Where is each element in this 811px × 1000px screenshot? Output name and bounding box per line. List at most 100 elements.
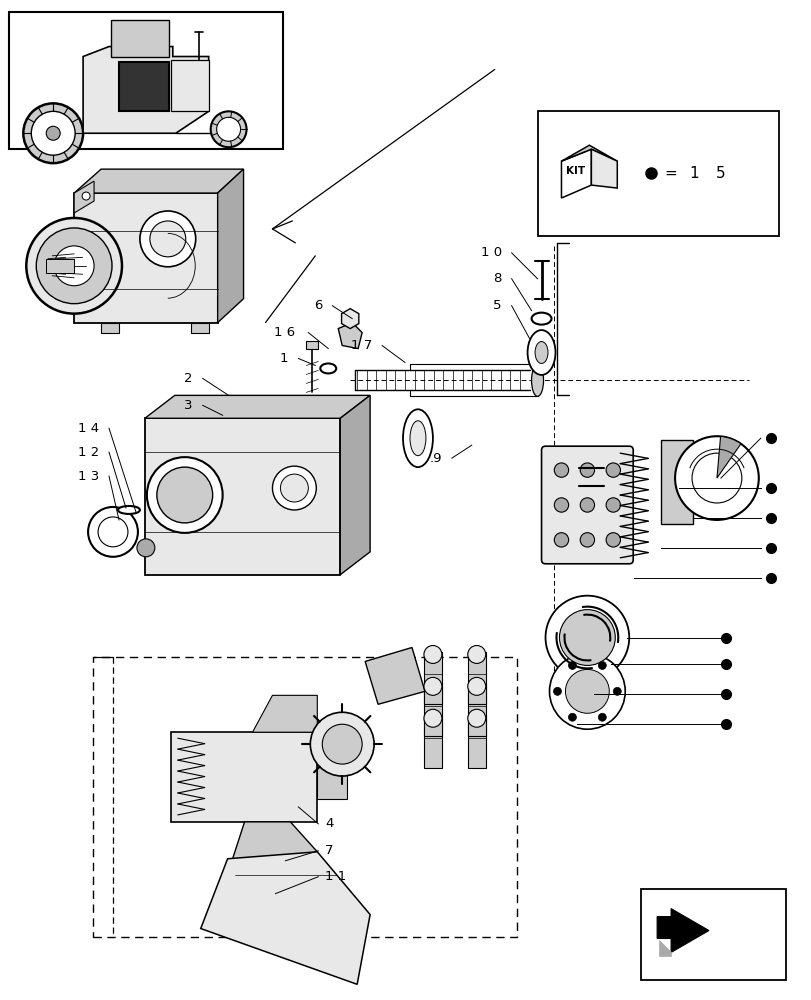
Bar bbox=[467, 716, 485, 768]
Circle shape bbox=[559, 610, 615, 665]
Text: 1 6: 1 6 bbox=[274, 326, 295, 339]
Circle shape bbox=[310, 712, 374, 776]
Circle shape bbox=[549, 653, 624, 729]
Bar bbox=[10, 12, 283, 149]
Polygon shape bbox=[252, 695, 317, 732]
Text: 3: 3 bbox=[184, 399, 192, 412]
Circle shape bbox=[46, 126, 60, 140]
Circle shape bbox=[26, 218, 122, 314]
Bar bbox=[660, 440, 692, 524]
Ellipse shape bbox=[410, 421, 426, 456]
Circle shape bbox=[554, 463, 568, 477]
Circle shape bbox=[580, 498, 594, 512]
Circle shape bbox=[612, 687, 620, 695]
Polygon shape bbox=[74, 169, 243, 193]
Circle shape bbox=[217, 117, 240, 141]
Text: 2: 2 bbox=[184, 372, 192, 385]
Polygon shape bbox=[170, 732, 317, 822]
Ellipse shape bbox=[527, 330, 555, 375]
Polygon shape bbox=[200, 852, 370, 984]
Polygon shape bbox=[83, 47, 208, 133]
Circle shape bbox=[32, 111, 75, 155]
Polygon shape bbox=[144, 418, 340, 575]
Circle shape bbox=[272, 466, 316, 510]
Text: 1 4: 1 4 bbox=[78, 422, 99, 435]
Text: 1 2: 1 2 bbox=[78, 446, 99, 459]
Circle shape bbox=[605, 498, 620, 512]
Circle shape bbox=[54, 246, 94, 286]
Circle shape bbox=[36, 228, 112, 304]
Text: 6: 6 bbox=[314, 299, 322, 312]
Text: .9: .9 bbox=[429, 452, 441, 465]
Circle shape bbox=[554, 498, 568, 512]
Text: 4: 4 bbox=[325, 817, 333, 830]
Polygon shape bbox=[74, 181, 94, 213]
Text: 1 3: 1 3 bbox=[78, 470, 99, 483]
Circle shape bbox=[423, 677, 441, 695]
Circle shape bbox=[580, 533, 594, 547]
Circle shape bbox=[150, 221, 186, 257]
Polygon shape bbox=[101, 323, 119, 333]
Bar bbox=[467, 652, 485, 704]
Circle shape bbox=[147, 457, 222, 533]
Ellipse shape bbox=[534, 342, 547, 363]
Circle shape bbox=[553, 687, 560, 695]
Circle shape bbox=[568, 713, 576, 721]
Circle shape bbox=[564, 669, 608, 713]
Circle shape bbox=[88, 507, 138, 557]
Text: 7: 7 bbox=[325, 844, 333, 857]
Bar bbox=[467, 684, 485, 736]
Polygon shape bbox=[560, 149, 590, 198]
Circle shape bbox=[554, 533, 568, 547]
Text: 1: 1 bbox=[280, 352, 288, 365]
Circle shape bbox=[82, 192, 90, 200]
Bar bbox=[46, 259, 74, 273]
Circle shape bbox=[691, 453, 741, 503]
Bar bbox=[423, 716, 441, 768]
Ellipse shape bbox=[320, 363, 336, 373]
Polygon shape bbox=[590, 149, 616, 188]
Text: 5: 5 bbox=[715, 166, 725, 181]
Circle shape bbox=[139, 211, 195, 267]
Bar bbox=[641, 889, 785, 980]
Bar bbox=[317, 755, 347, 799]
Text: KIT: KIT bbox=[565, 166, 584, 176]
Polygon shape bbox=[170, 60, 208, 111]
Circle shape bbox=[210, 111, 247, 147]
Text: 1 7: 1 7 bbox=[350, 339, 371, 352]
Polygon shape bbox=[365, 647, 424, 704]
Polygon shape bbox=[340, 395, 370, 575]
Circle shape bbox=[598, 661, 606, 669]
Circle shape bbox=[322, 724, 362, 764]
Polygon shape bbox=[560, 145, 616, 161]
Wedge shape bbox=[716, 436, 740, 478]
Circle shape bbox=[674, 436, 757, 520]
Bar bbox=[537, 111, 778, 236]
Text: 8: 8 bbox=[493, 272, 501, 285]
Polygon shape bbox=[111, 20, 169, 57]
Polygon shape bbox=[144, 395, 370, 418]
Circle shape bbox=[98, 517, 128, 547]
Circle shape bbox=[467, 709, 485, 727]
Text: 1 0: 1 0 bbox=[480, 246, 501, 259]
Circle shape bbox=[605, 533, 620, 547]
Polygon shape bbox=[656, 909, 708, 952]
Circle shape bbox=[423, 646, 441, 663]
Bar bbox=[306, 341, 318, 349]
Text: 1: 1 bbox=[689, 166, 698, 181]
Circle shape bbox=[580, 463, 594, 477]
Ellipse shape bbox=[531, 313, 551, 325]
Circle shape bbox=[280, 474, 308, 502]
Ellipse shape bbox=[118, 506, 139, 514]
Text: 5: 5 bbox=[492, 299, 501, 312]
Polygon shape bbox=[232, 822, 317, 889]
Circle shape bbox=[605, 463, 620, 477]
Circle shape bbox=[467, 646, 485, 663]
Bar bbox=[119, 62, 169, 111]
Polygon shape bbox=[217, 169, 243, 323]
Bar bbox=[423, 652, 441, 704]
Circle shape bbox=[157, 467, 212, 523]
Polygon shape bbox=[74, 193, 217, 323]
Text: =: = bbox=[664, 166, 676, 181]
FancyBboxPatch shape bbox=[541, 446, 633, 564]
